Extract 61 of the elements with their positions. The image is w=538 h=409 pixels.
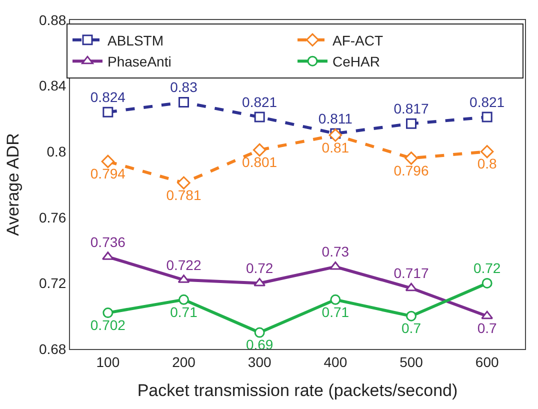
data-label: 0.72 — [473, 260, 501, 276]
x-tick-label: 200 — [172, 354, 196, 370]
y-tick-label: 0.76 — [38, 209, 66, 226]
data-label: 0.821 — [470, 94, 505, 110]
legend-label: CeHAR — [332, 54, 380, 70]
data-label: 0.7 — [477, 320, 498, 336]
y-axis-title: Average ADR — [4, 133, 22, 236]
data-label: 0.794 — [90, 166, 126, 182]
data-label: 0.824 — [90, 88, 126, 105]
point — [102, 106, 114, 118]
data-label: 0.73 — [322, 244, 350, 260]
data-label: 0.736 — [90, 234, 126, 250]
data-label: 0.801 — [242, 154, 278, 170]
point — [102, 308, 114, 318]
point — [101, 154, 115, 168]
x-tick-label: 400 — [324, 354, 348, 370]
point — [405, 282, 418, 292]
legend-label: PhaseAnti — [108, 54, 172, 70]
data-label: 0.72 — [246, 260, 274, 276]
data-label: 0.71 — [322, 304, 350, 320]
y-tick-label: 0.88 — [38, 12, 66, 28]
point — [480, 145, 494, 158]
data-label: 0.821 — [242, 94, 278, 110]
point — [482, 278, 492, 288]
point — [177, 176, 190, 190]
point — [254, 112, 265, 122]
x-tick-label: 100 — [96, 354, 120, 370]
data-label: 0.781 — [166, 186, 202, 203]
point — [406, 310, 416, 322]
point — [178, 294, 189, 305]
point — [482, 112, 492, 122]
legend-label: ABLSTM — [108, 32, 164, 48]
data-label: 0.717 — [394, 265, 429, 282]
x-tick-label: 500 — [400, 354, 424, 370]
data-label: 0.817 — [394, 100, 429, 117]
x-axis-title: Packet transmission rate (packets/second) — [137, 381, 458, 400]
point — [252, 143, 266, 157]
x-tick-label: 300 — [248, 354, 272, 370]
data-label: 0.7 — [402, 320, 422, 336]
data-label: 0.71 — [170, 304, 198, 320]
y-tick-label: 0.68 — [38, 340, 66, 357]
data-label: 0.81 — [322, 139, 350, 156]
point — [328, 128, 342, 142]
point — [178, 97, 189, 108]
point — [481, 310, 494, 320]
data-label: 0.722 — [166, 256, 202, 273]
legend-label: AF-ACT — [332, 32, 384, 48]
point — [254, 327, 265, 338]
data-label: 0.8 — [477, 156, 498, 172]
data-label: 0.811 — [318, 110, 353, 126]
y-tick-label: 0.84 — [38, 78, 66, 94]
x-tick-label: 600 — [475, 354, 499, 370]
data-label: 0.83 — [170, 79, 198, 96]
y-tick-label: 0.8 — [46, 144, 66, 160]
point — [404, 152, 418, 165]
point — [406, 118, 416, 129]
point — [254, 278, 266, 286]
point — [330, 294, 341, 305]
y-tick-label: 0.72 — [38, 275, 66, 292]
data-label: 0.702 — [90, 316, 126, 333]
data-label: 0.796 — [394, 162, 429, 178]
